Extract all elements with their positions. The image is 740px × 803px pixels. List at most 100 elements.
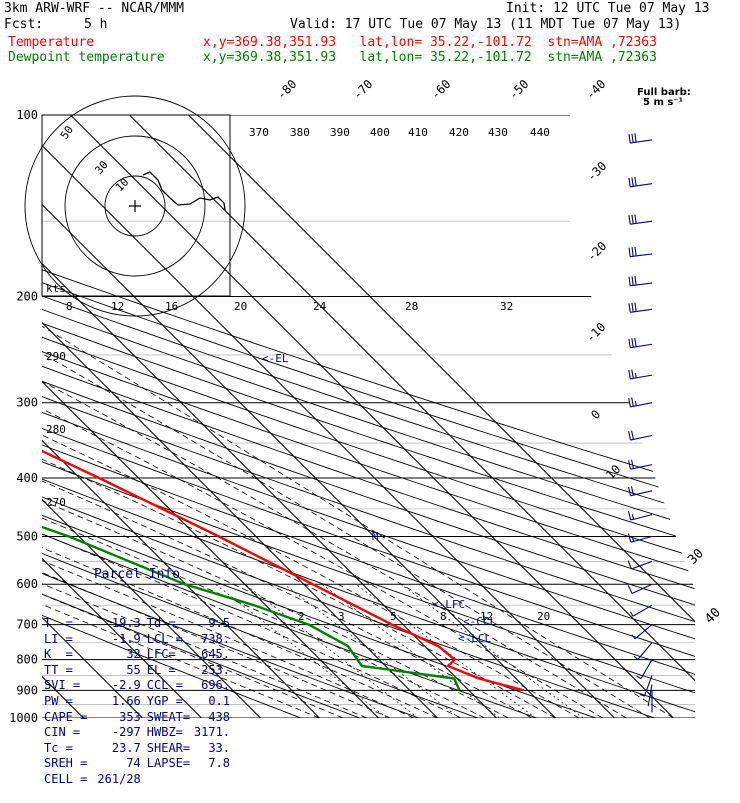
lfc-marker: <-LFC [432, 598, 465, 611]
parcel-info-value: 19.3 [90, 616, 140, 632]
speed-tick-label: 12 [111, 300, 124, 313]
isotherm-label: -70 [350, 77, 375, 102]
mixing-ratio-label: 8 [440, 610, 447, 623]
parcel-info-value: 645. [193, 647, 230, 663]
isotherm-label: 40 [702, 605, 724, 627]
parcel-info-key: LI = [44, 632, 90, 648]
parcel-info-key [141, 772, 193, 788]
parcel-info-value: 74 [90, 756, 140, 772]
theta-label: 380 [290, 126, 310, 139]
parcel-info-value: 33. [193, 741, 230, 757]
theta-label: 400 [370, 126, 390, 139]
hodograph-ring-label: 50 [58, 123, 76, 141]
wind-barb [629, 338, 652, 348]
el-marker: <-EL [262, 352, 289, 365]
isotherm-label: -80 [274, 77, 299, 102]
speed-tick-label: 24 [313, 300, 327, 313]
ccl-marker: <-CCL [463, 615, 496, 628]
parcel-info-key: YGP = [141, 694, 193, 710]
parcel-info-value: 1.66 [90, 694, 140, 710]
wind-barb [629, 133, 652, 143]
parcel-info-value: 9.5 [193, 616, 230, 632]
parcel-info-value: 55 [90, 663, 140, 679]
parcel-info-value: 261/28 [90, 772, 140, 788]
hodograph-units: kts [46, 282, 66, 295]
parcel-info-key: CAPE = [44, 710, 90, 726]
theta-label: 370 [249, 126, 269, 139]
theta-label: 270 [46, 496, 66, 509]
speed-tick-label: 20 [234, 300, 247, 313]
isotherm-label: -30 [584, 159, 609, 184]
parcel-info-key: T = [44, 616, 90, 632]
parcel-info-row: CELL =261/28 [44, 772, 230, 788]
lcl-marker: <-LCL [458, 632, 491, 645]
parcel-info-key: CIN = [44, 725, 90, 741]
parcel-info-key: SWEAT= [141, 710, 193, 726]
isotherm-label: -10 [583, 320, 608, 345]
parcel-info-key: HWBZ= [141, 725, 193, 741]
parcel-info-key: Tc = [44, 741, 90, 757]
parcel-info-value: 696. [193, 678, 230, 694]
full-barb-value: 5 m s⁻¹ [643, 97, 683, 108]
pressure-tick-label: 400 [16, 471, 38, 485]
parcel-info-key: CELL = [44, 772, 90, 788]
parcel-info-value: 0.1 [193, 694, 230, 710]
pressure-tick-label: 900 [16, 683, 38, 697]
wind-barb [629, 276, 652, 286]
parcel-info-value: 738. [193, 632, 230, 648]
theta-label: 420 [449, 126, 469, 139]
wind-barb [629, 370, 652, 379]
isotherm-label: -20 [584, 239, 609, 264]
speed-tick-label: 8 [66, 300, 73, 313]
parcel-info-key: TT = [44, 663, 90, 679]
parcel-info-key: PW = [44, 694, 90, 710]
parcel-info-key: EL = [141, 663, 193, 679]
pressure-tick-label: 600 [16, 577, 38, 591]
parcel-info-key: SVI = [44, 678, 90, 694]
parcel-info-key: SHEAR= [141, 741, 193, 757]
wind-barb [629, 486, 652, 495]
theta-label: 390 [330, 126, 350, 139]
speed-tick-label: 16 [165, 300, 178, 313]
mixing-ratio-label: 5 [390, 610, 397, 623]
mixing-ratio-line [215, 584, 386, 718]
parcel-info-key: Td = [141, 616, 193, 632]
wind-barb [628, 584, 652, 593]
parcel-info-value: 32 [90, 647, 140, 663]
speed-tick-label: 32 [500, 300, 513, 313]
parcel-info-key: SREH = [44, 756, 90, 772]
isotherm-label: -50 [506, 77, 531, 102]
isotherm-label: -60 [428, 77, 453, 102]
wind-barb [629, 303, 652, 313]
pressure-tick-label: 1000 [9, 711, 38, 725]
hodograph-trace [143, 172, 225, 210]
parcel-info-key: LFC= [141, 647, 193, 663]
m-marker: M [372, 530, 379, 543]
pressure-tick-label: 800 [16, 653, 38, 667]
wind-barb [629, 177, 652, 187]
theta-label: 290 [46, 350, 66, 363]
theta-label: 410 [408, 126, 428, 139]
parcel-info-value: 3171. [193, 725, 230, 741]
hodograph-ring-label: 30 [92, 158, 110, 177]
pressure-tick-label: 300 [16, 396, 38, 410]
mixing-ratio-label: 20 [537, 610, 550, 623]
pressure-tick-label: 100 [16, 108, 38, 122]
pressure-tick-label: 200 [16, 290, 38, 304]
mixing-ratio-label: 2 [298, 610, 305, 623]
parcel-info-key: K = [44, 647, 90, 663]
theta-label: 440 [530, 126, 550, 139]
isotherm-label: 0 [588, 407, 603, 422]
wind-barb [629, 247, 652, 257]
